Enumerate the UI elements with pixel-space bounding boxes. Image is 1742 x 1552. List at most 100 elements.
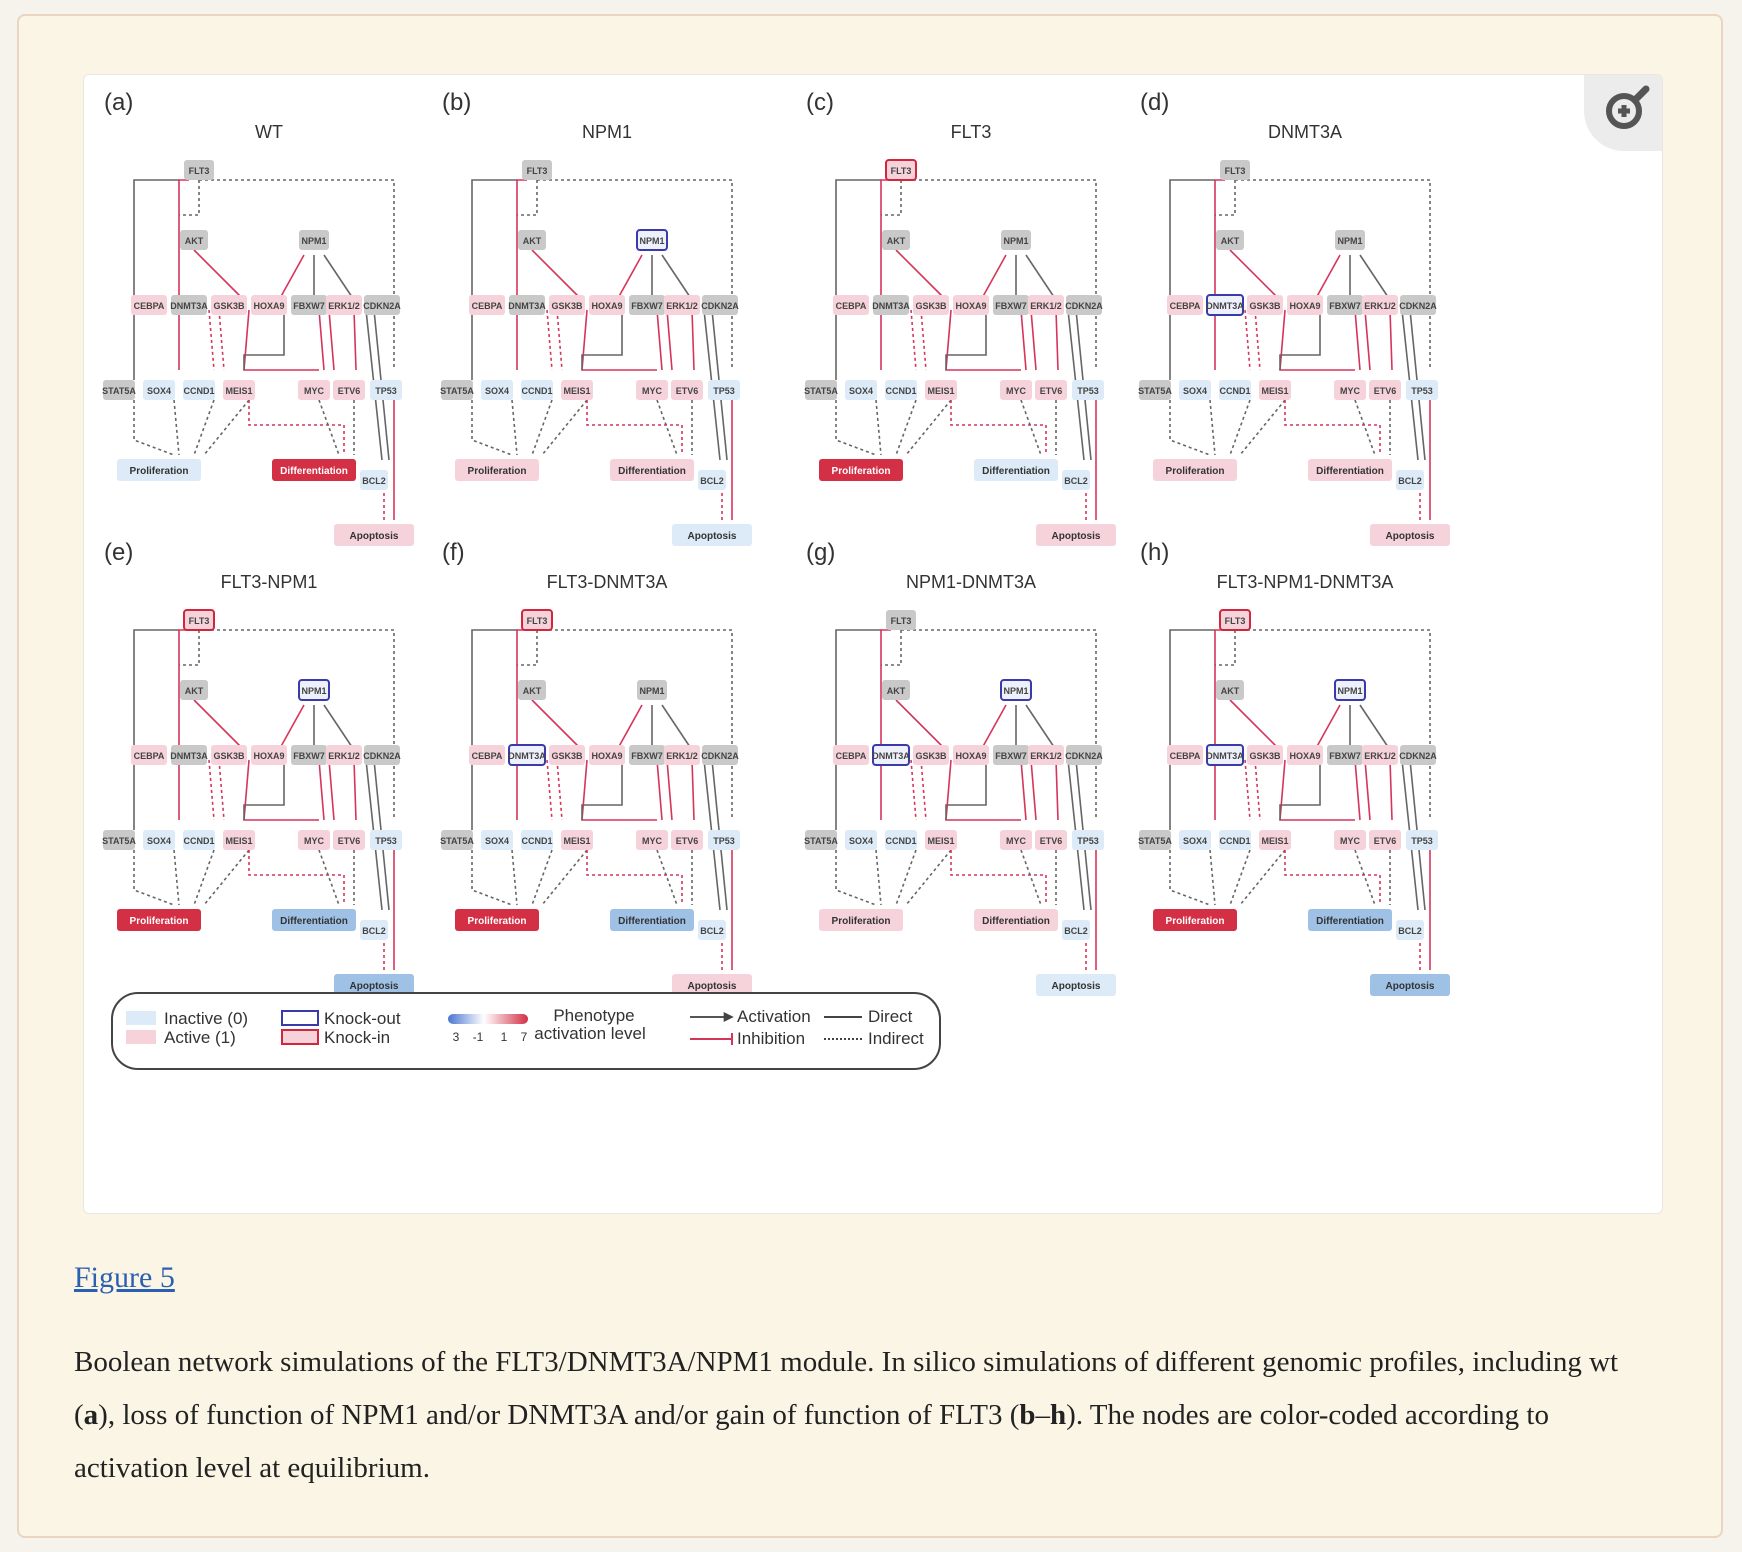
zoom-button[interactable] (1584, 75, 1662, 151)
node-gsk3b-label: GSK3B (213, 301, 245, 311)
node-akt (518, 680, 546, 700)
node-gsk3b (549, 295, 585, 315)
legend-knockin-label: Knock-in (324, 1028, 390, 1047)
node-ccnd1-label: CCND1 (885, 836, 916, 846)
node-hoxa9 (589, 745, 625, 765)
node-differentiation (974, 459, 1058, 481)
node-proliferation (117, 459, 201, 481)
node-cebpa-label: CEBPA (134, 751, 165, 761)
node-myc-label: MYC (1340, 386, 1361, 396)
node-hoxa9 (1287, 295, 1323, 315)
legend-phenotype-scale (448, 1014, 528, 1024)
node-etv6-label: ETV6 (1040, 836, 1063, 846)
node-flt3-label: FLT3 (527, 616, 548, 626)
node-sox4-label: SOX4 (147, 836, 171, 846)
node-npm1-label: NPM1 (639, 236, 664, 246)
node-erk12 (326, 745, 362, 765)
node-tp53 (1072, 380, 1104, 400)
edge-inhibition (980, 704, 1007, 751)
node-flt3-label: FLT3 (527, 166, 548, 176)
node-npm1 (1334, 679, 1366, 701)
edge-activation (661, 254, 693, 301)
edge-indirect (835, 849, 952, 906)
node-differentiation-label: Differentiation (618, 466, 686, 477)
edge-activation (1279, 760, 1321, 820)
edge-inhibition (248, 850, 345, 905)
edge-indirect (179, 630, 200, 666)
node-etv6 (1369, 830, 1401, 850)
legend-scale-tick: 3 (453, 1030, 460, 1044)
node-bcl2-label: BCL2 (700, 476, 724, 486)
edge-activation (835, 179, 881, 380)
node-apoptosis-label: Apoptosis (1386, 981, 1435, 992)
node-dnmt3a (509, 295, 545, 315)
node-tp53 (1072, 830, 1104, 850)
node-flt3 (184, 160, 214, 180)
node-myc-label: MYC (304, 836, 325, 846)
node-differentiation-label: Differentiation (280, 466, 348, 477)
edge-indirect (199, 179, 395, 300)
node-fbxw7-label: FBXW7 (631, 751, 663, 761)
node-gsk3b (211, 295, 247, 315)
node-etv6 (333, 830, 365, 850)
figure-image[interactable]: (a) WT FLT3 AKT NPM1 CEBPA DNMT3A GSK3B HOXA9 FBX… (83, 74, 1663, 1214)
node-myc (1334, 380, 1366, 400)
node-cebpa-label: CEBPA (1170, 301, 1201, 311)
network-figure-svg: (a) WT FLT3 AKT NPM1 CEBPA DNMT3A GSK3B HOXA9 FBX… (102, 89, 1450, 1070)
edge-inhibition (193, 699, 245, 751)
node-erk12-label: ERK1/2 (666, 751, 698, 761)
node-hoxa9-label: HOXA9 (955, 301, 986, 311)
node-ccnd1-label: CCND1 (183, 386, 214, 396)
node-npm1-label: NPM1 (301, 686, 326, 696)
node-akt (1216, 680, 1244, 700)
node-ccnd1 (1219, 830, 1251, 850)
node-akt-label: AKT (887, 686, 906, 696)
node-hoxa9-label: HOXA9 (955, 751, 986, 761)
node-flt3-label: FLT3 (1225, 166, 1246, 176)
node-apoptosis-label: Apoptosis (1052, 981, 1101, 992)
node-cdkn2a (702, 295, 738, 315)
node-erk12 (1028, 295, 1064, 315)
node-gsk3b (1247, 745, 1283, 765)
node-flt3-label: FLT3 (189, 166, 210, 176)
node-cebpa (833, 745, 869, 765)
node-tp53 (1406, 830, 1438, 850)
node-meis1-label: MEIS1 (225, 386, 252, 396)
node-hoxa9 (589, 295, 625, 315)
caption-dash: – (1035, 1399, 1051, 1431)
node-fbxw7 (291, 295, 327, 315)
node-stat5a-label: STAT5A (440, 836, 474, 846)
node-fbxw7-label: FBXW7 (1329, 751, 1361, 761)
edge-inhibition (691, 309, 695, 371)
node-flt3-label: FLT3 (1225, 616, 1246, 626)
panel-letter: (c) (806, 89, 834, 116)
node-ccnd1 (885, 380, 917, 400)
node-proliferation (1153, 909, 1237, 931)
node-cebpa-label: CEBPA (472, 751, 503, 761)
legend-direct-label: Direct (868, 1007, 913, 1026)
node-stat5a (1139, 830, 1171, 850)
node-bcl2 (698, 470, 726, 490)
node-hoxa9-label: HOXA9 (1289, 301, 1320, 311)
node-cdkn2a-label: CDKN2A (363, 301, 401, 311)
figure-link[interactable]: Figure 5 (74, 1261, 175, 1294)
node-ccnd1 (183, 830, 215, 850)
edge-inhibition (1214, 179, 1225, 300)
node-npm1-label: NPM1 (1003, 236, 1028, 246)
legend-phenotype-label-1: Phenotype (553, 1006, 634, 1025)
edge-inhibition (516, 179, 527, 300)
node-etv6 (1035, 380, 1067, 400)
node-meis1-label: MEIS1 (1261, 386, 1288, 396)
node-npm1 (636, 229, 668, 251)
node-erk12-label: ERK1/2 (1364, 751, 1396, 761)
node-meis1-label: MEIS1 (225, 836, 252, 846)
edge-inhibition (318, 309, 335, 371)
node-myc (1000, 380, 1032, 400)
node-dnmt3a (1206, 744, 1244, 766)
node-etv6 (333, 380, 365, 400)
node-dnmt3a (171, 295, 207, 315)
node-hoxa9-label: HOXA9 (591, 301, 622, 311)
node-bcl2 (1396, 470, 1424, 490)
node-sox4 (1179, 380, 1211, 400)
